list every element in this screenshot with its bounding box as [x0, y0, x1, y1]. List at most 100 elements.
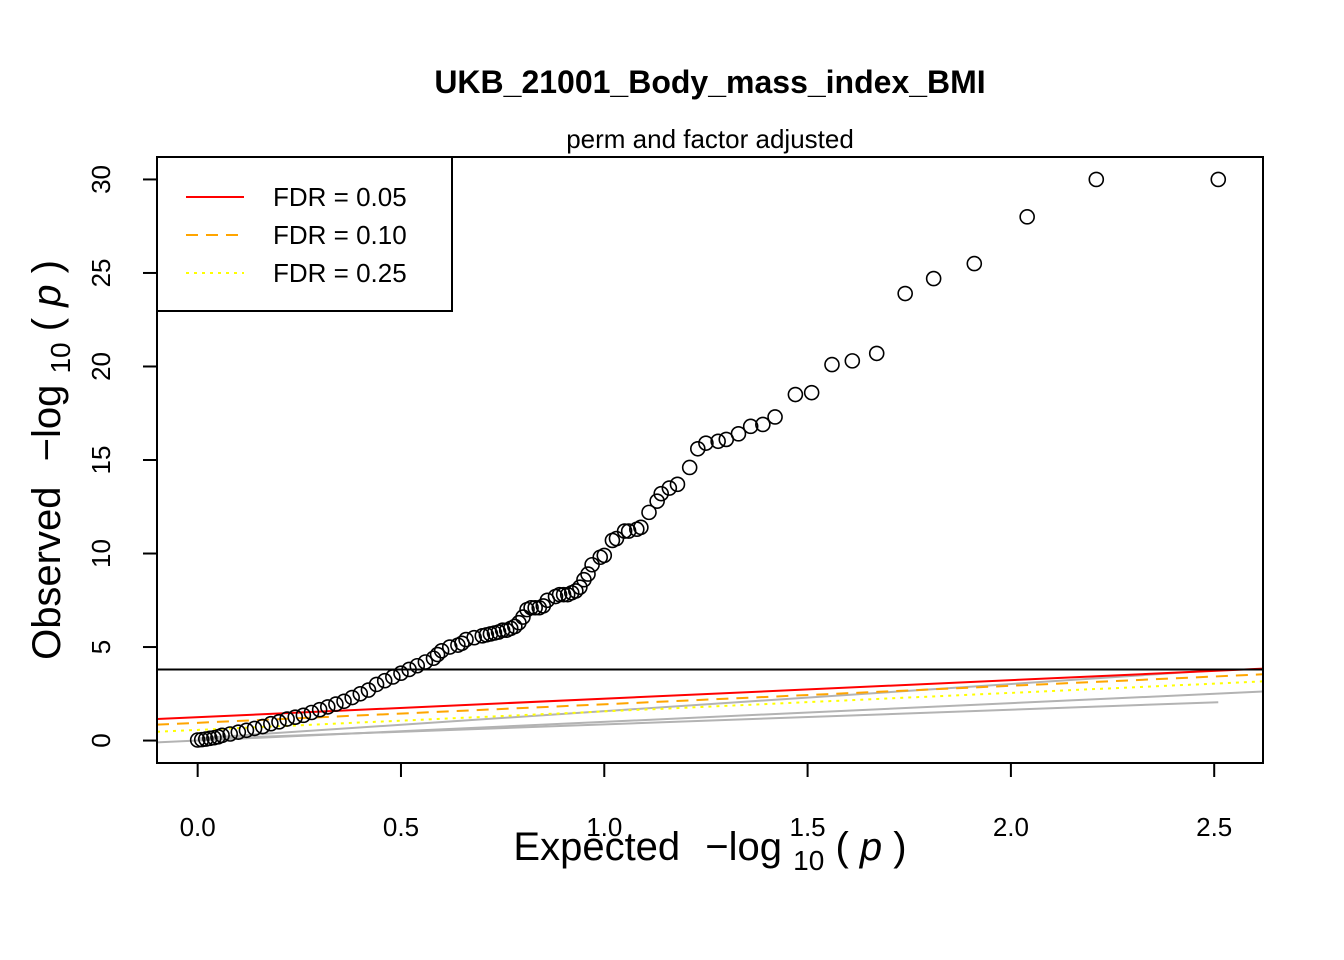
x-axis-label-log: −log: [705, 825, 782, 869]
legend-label: FDR = 0.25: [273, 258, 407, 288]
data-point: [547, 588, 564, 605]
data-point: [653, 485, 670, 502]
fdr-line-2: [157, 673, 1263, 726]
y-axis-label-variable: p: [25, 285, 69, 308]
data-point: [425, 650, 442, 667]
x-tick-label: 1.5: [790, 812, 826, 842]
y-axis-label-main: Observed: [25, 487, 69, 660]
data-point: [576, 571, 592, 588]
data-point: [344, 689, 360, 706]
data-point: [189, 732, 206, 748]
data-point: [681, 459, 698, 476]
data-point: [319, 699, 336, 715]
y-tick-label: 20: [86, 352, 116, 381]
data-point: [287, 709, 304, 725]
data-point: [572, 579, 588, 595]
data-point: [559, 586, 576, 603]
fdr-line-3: [157, 680, 1263, 733]
fdr-threshold-lines: [157, 667, 1263, 733]
x-axis-label: Expected −log 10 ( p ): [513, 825, 906, 879]
data-point: [511, 614, 527, 631]
x-axis-label-open-paren: (: [835, 825, 849, 869]
data-point: [303, 704, 320, 721]
x-axis-label-variable: p: [859, 825, 882, 869]
y-axis-label-log: −log: [25, 385, 69, 462]
y-tick-label: 30: [86, 165, 116, 194]
y-tick-label: 0: [86, 733, 116, 747]
chart-title: UKB_21001_Body_mass_index_BMI: [434, 64, 985, 100]
data-point: [368, 676, 385, 693]
data-point: [690, 440, 706, 457]
data-point: [531, 599, 548, 616]
data-point: [279, 711, 295, 727]
data-point: [474, 628, 491, 644]
data-point: [222, 726, 238, 742]
data-point: [698, 435, 714, 451]
data-point: [385, 669, 401, 685]
data-point: [441, 639, 458, 655]
data-point: [868, 345, 885, 362]
y-axis: 0 5 10 15 20 25 30: [86, 165, 158, 748]
data-point: [352, 685, 369, 702]
data-points: [189, 171, 1227, 748]
data-point: [844, 353, 861, 369]
data-point: [458, 631, 474, 648]
data-point: [311, 701, 328, 718]
data-point: [393, 665, 409, 682]
x-axis: 0.0 0.5 1.0 1.5 2.0 2.5: [180, 762, 1232, 842]
data-point: [360, 682, 377, 698]
data-point: [295, 707, 312, 724]
data-point: [238, 722, 255, 739]
y-axis-label-close-paren: ): [25, 260, 69, 273]
x-tick-label: 1.0: [586, 812, 622, 842]
data-point: [433, 642, 450, 659]
data-point: [925, 270, 942, 287]
data-point: [1019, 209, 1035, 225]
x-tick-label: 0.5: [383, 812, 419, 842]
data-point: [409, 657, 426, 674]
data-point: [1088, 171, 1105, 188]
data-point: [897, 285, 913, 302]
data-point: [336, 693, 352, 710]
data-point: [271, 714, 287, 730]
x-tick-label: 2.0: [993, 812, 1029, 842]
data-point: [669, 476, 686, 493]
data-point: [718, 431, 735, 448]
null-reference-lines: [157, 669, 1263, 744]
data-point: [555, 586, 572, 603]
data-point: [710, 433, 726, 450]
data-point: [649, 493, 665, 509]
data-point: [246, 720, 263, 737]
legend-entries: FDR = 0.05 FDR = 0.10 FDR = 0.25: [186, 182, 407, 288]
y-tick-label: 15: [86, 446, 116, 475]
data-point: [803, 384, 820, 401]
plot-area: [156, 156, 1264, 764]
y-tick-label: 25: [86, 259, 116, 288]
data-point: [498, 622, 515, 639]
data-point: [824, 356, 840, 373]
data-point: [584, 556, 600, 573]
data-point: [604, 532, 621, 549]
data-point: [263, 715, 279, 732]
data-point: [429, 646, 446, 663]
data-point: [787, 386, 804, 403]
data-point: [966, 255, 983, 272]
data-point: [641, 504, 657, 521]
data-point: [661, 480, 678, 496]
data-point: [767, 409, 783, 425]
null-line-3: [197, 669, 1215, 740]
data-point: [742, 418, 759, 435]
x-axis-label-main: Expected: [513, 825, 680, 869]
data-point: [401, 661, 417, 678]
legend-label: FDR = 0.05: [273, 182, 407, 212]
x-axis-label-close-paren: ): [893, 825, 906, 869]
x-axis-label-subscript: 10: [793, 845, 824, 876]
data-point: [592, 549, 609, 566]
legend-label: FDR = 0.10: [273, 220, 407, 250]
data-point: [519, 601, 535, 618]
data-point: [328, 696, 344, 712]
y-tick-label: 5: [86, 640, 116, 654]
fdr-line-1: [157, 667, 1263, 721]
legend: FDR = 0.05 FDR = 0.10 FDR = 0.25: [156, 156, 453, 312]
